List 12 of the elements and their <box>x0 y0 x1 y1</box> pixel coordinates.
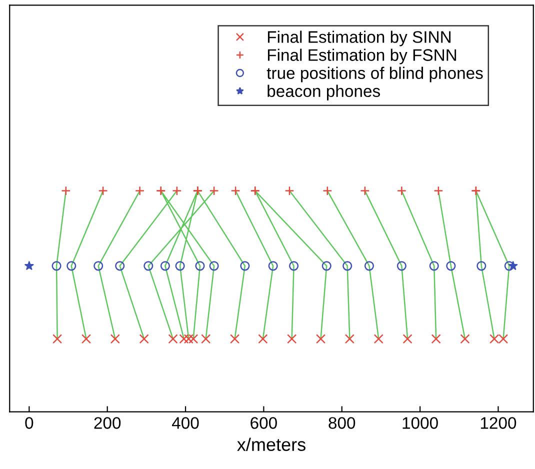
x-axis-title: x/meters <box>237 438 306 451</box>
x-tick-label: 200 <box>94 417 121 429</box>
x-tick-label: 800 <box>328 417 356 429</box>
legend-label: Final Estimation by FSNN <box>268 48 456 64</box>
x-tick-label: 1000 <box>402 417 438 429</box>
legend-label: beacon phones <box>268 84 380 100</box>
x-tick-label: 1200 <box>480 417 516 429</box>
legend-label: true positions of blind phones <box>266 66 483 82</box>
legend-label: Final Estimation by SINN <box>268 30 450 46</box>
x-tick-label: 400 <box>172 417 199 429</box>
x-tick-label: 600 <box>250 417 277 429</box>
x-tick-label: 0 <box>25 417 34 429</box>
